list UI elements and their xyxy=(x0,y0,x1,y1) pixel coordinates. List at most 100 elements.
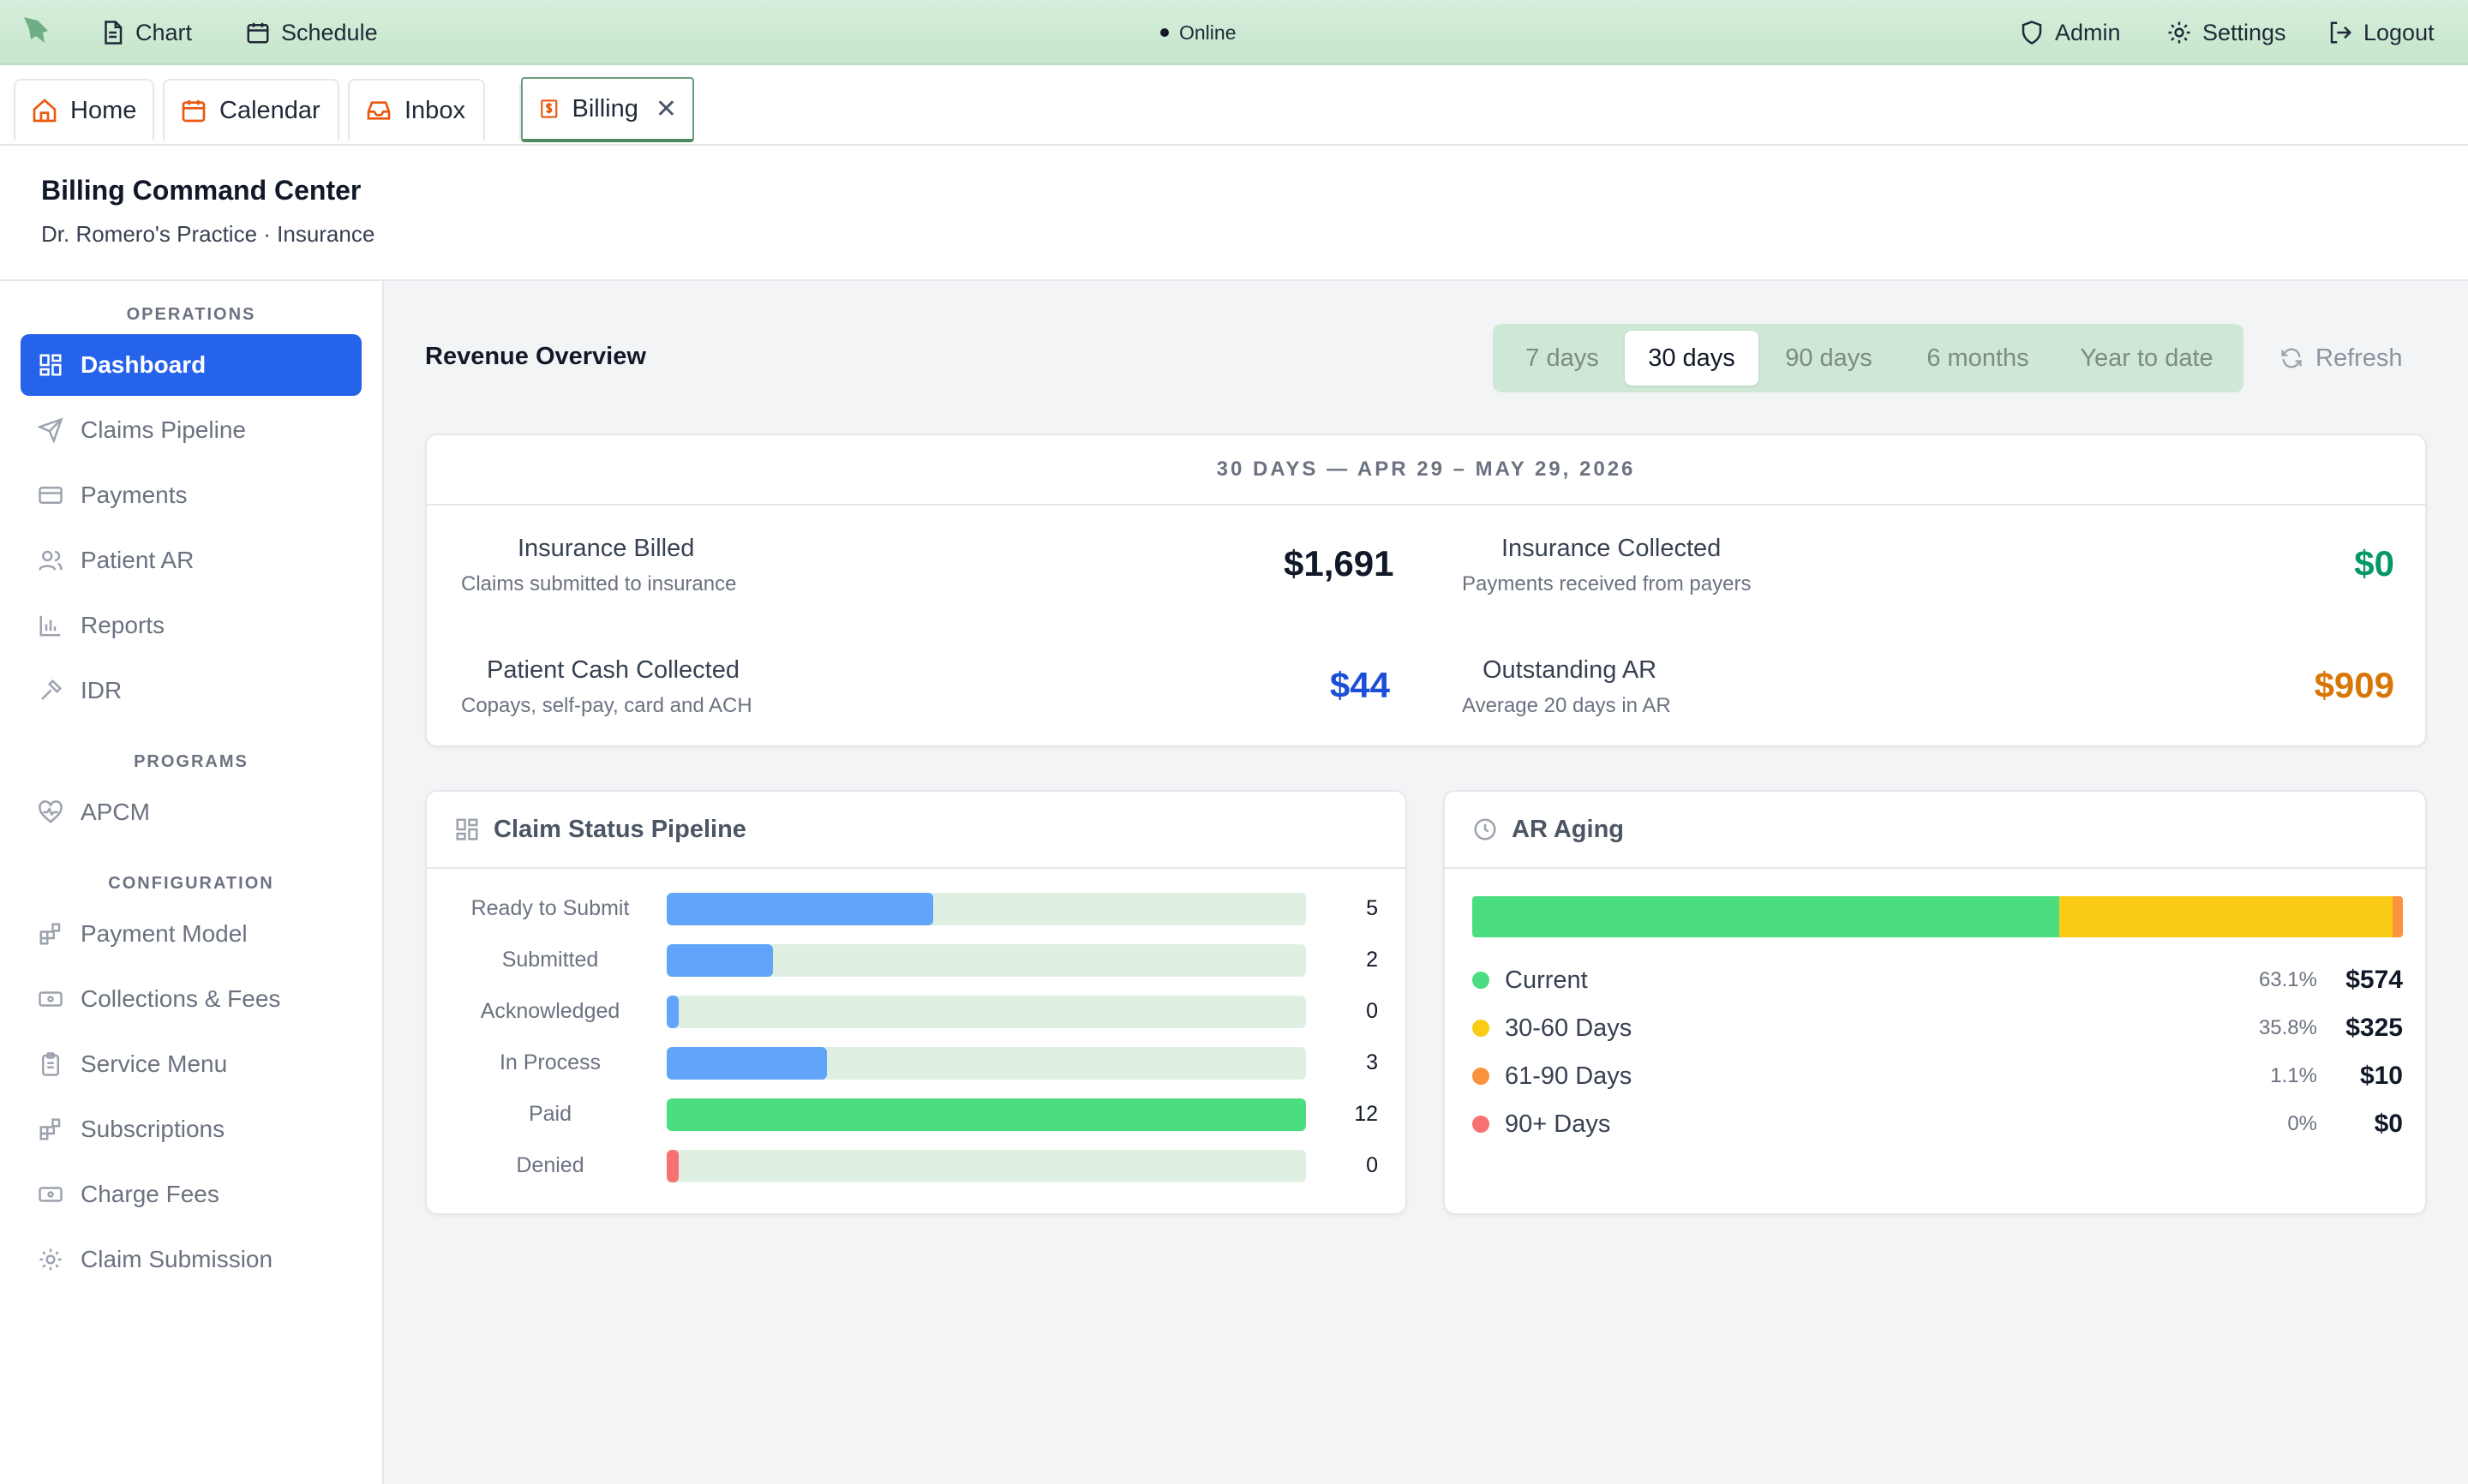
sidebar-item-claim-submission[interactable]: Claim Submission xyxy=(21,1229,362,1290)
sidebar-item-subscriptions[interactable]: Subscriptions xyxy=(21,1098,362,1160)
sidebar-item-service-menu[interactable]: Service Menu xyxy=(21,1033,362,1095)
top-nav-admin[interactable]: Admin xyxy=(2019,15,2121,50)
legend-dot xyxy=(1472,972,1489,989)
refresh-icon xyxy=(2281,348,2302,368)
tab-billing[interactable]: Billing ✕ xyxy=(521,77,694,142)
pipeline-row-label: In Process xyxy=(499,1050,602,1074)
ar-aging-card: AR Aging Current 63.1% $574 30-60 Days 35.8%… xyxy=(1443,790,2427,1215)
users-icon xyxy=(39,550,63,571)
range-6-months[interactable]: 6 months xyxy=(1926,344,2029,372)
top-nav-chart[interactable]: Chart xyxy=(99,15,192,50)
aging-bucket-label: 30-60 Days xyxy=(1505,1014,1632,1042)
legend-dot xyxy=(1472,1068,1489,1085)
pipeline-row-count: 2 xyxy=(1366,948,1378,972)
sidebar-item-payments[interactable]: Payments xyxy=(21,464,362,526)
sidebar-item-label: Payment Model xyxy=(81,920,248,947)
blocks-icon xyxy=(39,923,61,945)
sidebar-item-label: Payments xyxy=(81,482,188,508)
tab-separator xyxy=(519,84,521,139)
sidebar-item-label: Patient AR xyxy=(81,547,195,573)
page-title: Billing Command Center xyxy=(41,175,362,206)
banknote-icon xyxy=(39,1187,63,1202)
pipeline-row-label: Paid xyxy=(528,1102,572,1126)
bar-chart-icon xyxy=(39,615,61,637)
aging-legend-row: Current 63.1% $574 xyxy=(1472,961,2403,999)
refresh-label: Refresh xyxy=(2315,344,2403,372)
top-nav-logout[interactable]: Logout xyxy=(2327,15,2435,50)
range-90-days[interactable]: 90 days xyxy=(1785,344,1872,372)
sidebar-item-reports[interactable]: Reports xyxy=(21,595,362,656)
sidebar-item-label: Claims Pipeline xyxy=(81,416,246,443)
sidebar-item-idr[interactable]: IDR xyxy=(21,660,362,721)
sidebar-section-configuration: CONFIGURATION xyxy=(108,874,274,893)
aging-bucket-percent: 1.1% xyxy=(2270,1064,2317,1087)
metric-insurance-collected-value: $0 xyxy=(2354,543,2394,583)
revenue-summary-card: 30 DAYS — APR 29 – MAY 29, 2026 Insuranc… xyxy=(425,434,2427,747)
metric-outstanding-ar-value: $909 xyxy=(2314,665,2394,705)
sidebar-item-label: APCM xyxy=(81,799,150,825)
tab-inbox[interactable]: Inbox xyxy=(348,79,485,141)
app-logo-icon[interactable] xyxy=(19,14,53,48)
connection-status: Online xyxy=(1160,17,1236,48)
top-nav-chart-label: Chart xyxy=(135,19,193,45)
tab-home-label: Home xyxy=(70,96,137,124)
pipeline-bar-track xyxy=(667,944,1306,977)
aging-legend-row: 90+ Days 0% $0 xyxy=(1472,1105,2403,1143)
aging-legend-row: 61-90 Days 1.1% $10 xyxy=(1472,1057,2403,1095)
grid-icon xyxy=(39,354,62,376)
sidebar-item-label: Charge Fees xyxy=(81,1181,219,1207)
sidebar-item-dashboard[interactable]: Dashboard xyxy=(21,334,362,396)
sidebar-item-collections-fees[interactable]: Collections & Fees xyxy=(21,968,362,1030)
tab-billing-label: Billing xyxy=(572,94,638,123)
period-label: 30 DAYS — APR 29 – MAY 29, 2026 xyxy=(427,435,2425,506)
pipeline-row-count: 5 xyxy=(1366,896,1378,920)
document-icon xyxy=(105,21,123,45)
pipeline-bar-track xyxy=(667,893,1306,925)
pipeline-bar-track xyxy=(667,996,1306,1028)
sidebar-item-apcm[interactable]: APCM xyxy=(21,781,362,843)
pipeline-row-count: 3 xyxy=(1366,1050,1378,1074)
pipeline-card-header: Claim Status Pipeline xyxy=(427,792,1405,869)
top-bar: Chart Schedule Online Admin Settings Log… xyxy=(0,0,2468,65)
tabs-bar: Home Calendar Inbox Billing ✕ xyxy=(0,65,2468,146)
aging-bar-segment xyxy=(2059,896,2393,937)
legend-dot xyxy=(1472,1020,1489,1037)
aging-bucket-label: Current xyxy=(1505,966,1588,994)
send-icon xyxy=(38,417,63,443)
range-7-days[interactable]: 7 days xyxy=(1525,344,1599,372)
close-icon[interactable]: ✕ xyxy=(655,94,677,123)
inbox-icon xyxy=(367,101,391,120)
gear-icon xyxy=(39,1248,62,1271)
aging-bucket-amount: $10 xyxy=(2359,1062,2403,1090)
billing-icon xyxy=(541,99,558,118)
range-year-to-date[interactable]: Year to date xyxy=(2080,344,2213,372)
top-nav-settings-label: Settings xyxy=(2202,19,2286,45)
pipeline-bar-track xyxy=(667,1098,1306,1131)
pipeline-row-label: Ready to Submit xyxy=(470,896,630,920)
pipeline-row-label: Acknowledged xyxy=(480,999,620,1023)
pipeline-bar-fill xyxy=(667,893,933,925)
sidebar-item-label: Collections & Fees xyxy=(81,985,281,1012)
range-30-days[interactable]: 30 days xyxy=(1625,331,1758,386)
metric-insurance-collected-label: Insurance Collected xyxy=(1501,535,1722,562)
metric-insurance-billed-desc: Claims submitted to insurance xyxy=(461,572,737,595)
top-nav-settings[interactable]: Settings xyxy=(2166,15,2286,50)
sidebar-item-claims-pipeline[interactable]: Claims Pipeline xyxy=(21,399,362,461)
clock-icon xyxy=(1474,818,1496,841)
top-nav-schedule[interactable]: Schedule xyxy=(245,15,378,50)
aging-card-header: AR Aging xyxy=(1445,792,2425,869)
sidebar-item-charge-fees[interactable]: Charge Fees xyxy=(21,1164,362,1225)
refresh-button[interactable]: Refresh xyxy=(2279,331,2403,386)
pipeline-row-label: Denied xyxy=(516,1153,584,1177)
date-range-selector: 7 days 30 days 90 days 6 months Year to … xyxy=(1493,324,2243,392)
status-text: Online xyxy=(1179,21,1237,44)
sidebar-section-programs: PROGRAMS xyxy=(134,752,249,771)
aging-bucket-percent: 35.8% xyxy=(2258,1016,2317,1039)
aging-bucket-percent: 63.1% xyxy=(2258,968,2317,991)
sidebar-item-payment-model[interactable]: Payment Model xyxy=(21,903,362,965)
tab-calendar[interactable]: Calendar xyxy=(163,79,339,141)
pipeline-bar-track xyxy=(667,1047,1306,1080)
sidebar-item-patient-ar[interactable]: Patient AR xyxy=(21,530,362,591)
sidebar-item-label: Service Menu xyxy=(81,1050,228,1077)
tab-home[interactable]: Home xyxy=(14,79,154,141)
